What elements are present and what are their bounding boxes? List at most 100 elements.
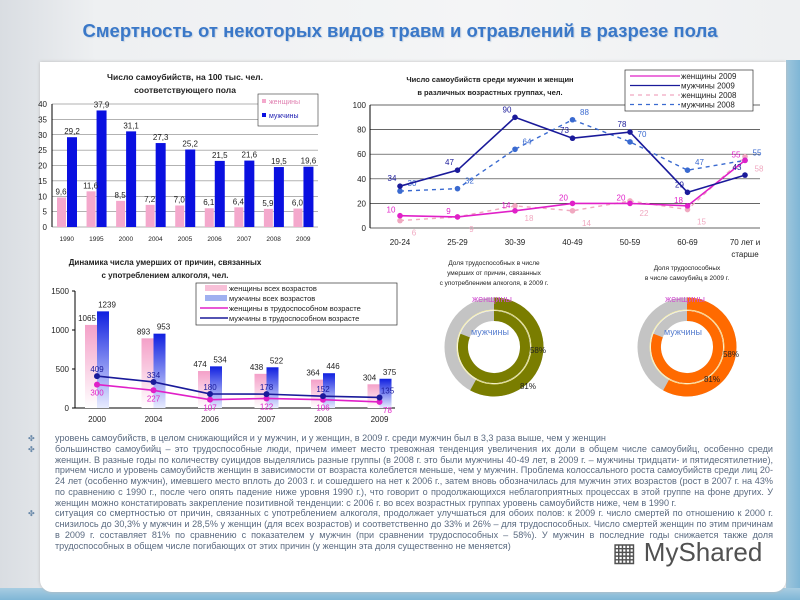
x-tick-label: 1990 — [60, 236, 75, 243]
data-label: 300 — [90, 389, 104, 398]
bullet-icon: ✤ — [28, 444, 35, 454]
x-tick-label: 40-49 — [562, 238, 583, 247]
bar-female-all — [85, 324, 97, 408]
chart-title: с употреблением алкоголя, в 2009 г. — [440, 279, 549, 287]
chart-title: в различных возрастных группах, чел. — [417, 88, 562, 97]
data-label-female-all: 893 — [137, 327, 151, 336]
data-label-female: 6,0 — [292, 199, 304, 208]
data-point-male-2008 — [512, 146, 518, 153]
data-point — [207, 396, 213, 403]
y-tick-label: 20 — [38, 162, 47, 171]
data-label-male-all: 522 — [270, 356, 284, 365]
data-point — [376, 394, 383, 401]
x-tick-label: 50-59 — [620, 238, 641, 247]
legend-label: женщины — [269, 99, 300, 106]
bar-female — [57, 197, 66, 227]
data-label-male-2008: 47 — [695, 158, 704, 167]
ring-divider — [649, 309, 725, 385]
data-point-female-2009 — [627, 200, 633, 207]
y-tick-label: 20 — [357, 199, 366, 208]
x-tick-label: 2006 — [207, 236, 222, 243]
data-label-male-all: 446 — [326, 362, 340, 371]
data-label-male-2009: 43 — [733, 163, 742, 172]
chart-title: Динамика числа умерших от причин, связан… — [69, 258, 262, 267]
data-label-female-2009: 55 — [732, 150, 741, 159]
bullet-icon: ✤ — [28, 509, 35, 519]
data-label-female: 7,2 — [144, 195, 156, 204]
ring-label-male: мужчины — [471, 327, 509, 337]
bar-female — [116, 200, 126, 227]
series-line-male-working — [96, 375, 380, 399]
data-point-female-2009 — [454, 214, 461, 220]
data-label-female-all: 1065 — [78, 314, 96, 323]
bar-male — [185, 149, 196, 227]
data-label-female-2008: 14 — [582, 219, 591, 228]
x-tick-label: 2008 — [266, 236, 281, 243]
y-tick-label: 1000 — [51, 326, 69, 335]
data-point-male-2008 — [569, 116, 576, 123]
data-point-male-2008 — [454, 185, 461, 192]
data-point — [150, 387, 157, 394]
x-tick-label: 2004 — [148, 236, 163, 243]
data-label-female-2008: 58 — [755, 165, 764, 174]
data-point-female-2008 — [512, 203, 518, 209]
data-label-male-all: 1239 — [98, 300, 116, 309]
ring-value-male: 81% — [520, 382, 536, 391]
paragraph-text: ситуация со смертностью от причин, связа… — [55, 508, 773, 551]
legend-label: мужчины 2008 — [681, 101, 735, 110]
data-point-female-2009 — [512, 207, 518, 214]
data-label-female-2008: 15 — [697, 218, 706, 227]
data-label: 122 — [260, 402, 274, 411]
data-point-male-2008 — [684, 167, 691, 173]
data-point-male-2009 — [397, 183, 403, 189]
data-label: 178 — [260, 383, 274, 392]
chart-title: в числе самоубийц в 2009 г. — [645, 274, 730, 282]
data-label-male: 29,2 — [64, 127, 80, 136]
legend-label: женщины всех возрастов — [229, 284, 317, 293]
data-label-male: 19,5 — [271, 157, 287, 166]
watermark-logo: ▦ MyShared — [612, 537, 763, 567]
y-tick-label: 40 — [357, 175, 366, 184]
data-point-male-2008 — [627, 139, 633, 145]
data-label: 78 — [383, 406, 392, 415]
bar-male-all — [379, 378, 392, 408]
data-label-female-all: 474 — [193, 360, 207, 369]
bar-male — [155, 143, 166, 227]
data-label-male: 19,6 — [301, 157, 317, 166]
x-tick-label: 2000 — [88, 415, 106, 424]
donut-segment-female — [663, 297, 737, 397]
data-label: 180 — [203, 383, 217, 392]
y-tick-label: 10 — [38, 192, 47, 201]
ring-value-male: 81% — [704, 375, 720, 384]
x-tick-label: 2000 — [119, 236, 134, 243]
data-label-female-all: 364 — [306, 369, 320, 378]
data-label-female-2009: 14 — [502, 201, 511, 210]
y-tick-label: 0 — [65, 404, 70, 413]
bar-female — [263, 208, 273, 227]
data-label-female-2009: 20 — [617, 193, 626, 202]
data-label-female-2009: 18 — [674, 196, 683, 205]
data-label-male-2008: 70 — [638, 130, 647, 139]
data-label-male-2009: 47 — [445, 158, 454, 167]
x-tick-label: 20-24 — [390, 238, 411, 247]
x-tick-label: 25-29 — [447, 238, 468, 247]
series-line-male-2009 — [399, 116, 746, 194]
legend-swatch — [262, 99, 266, 103]
ring-divider — [456, 309, 532, 385]
data-point-male-2009 — [454, 167, 461, 173]
data-label-male-2009: 29 — [675, 180, 684, 189]
bar-male-all — [97, 311, 109, 408]
legend-box — [257, 93, 319, 127]
legend-label: мужчины — [269, 113, 299, 120]
data-label-male-2009: 90 — [503, 105, 512, 114]
chart-title: Число самоубийств, на 100 тыс. чел. — [107, 72, 263, 82]
data-label-female: 6,1 — [203, 198, 215, 207]
bar-female — [86, 191, 96, 227]
legend-label: мужчины 2009 — [681, 82, 735, 91]
data-label-male-2008: 30 — [408, 179, 417, 188]
data-label: 409 — [90, 365, 104, 374]
data-point — [150, 378, 157, 385]
data-point-male-2009 — [684, 189, 691, 196]
data-point — [376, 398, 383, 405]
data-label-male: 37,9 — [94, 100, 110, 109]
